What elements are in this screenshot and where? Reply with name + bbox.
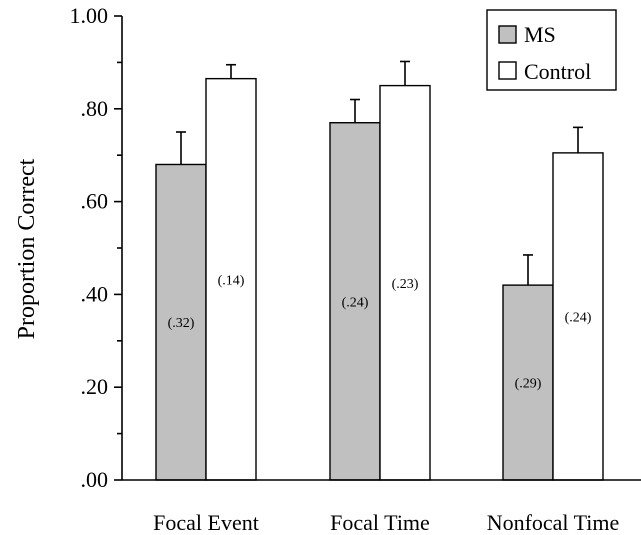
sd-label-control-focal-event: (.14) xyxy=(218,273,245,288)
legend-label-ms: MS xyxy=(524,22,556,47)
bar-ms-focal-time xyxy=(329,122,381,481)
bars: (.32) (.14) (.24) (.23) (.29) (.24) xyxy=(155,60,604,481)
y-tick-label: .60 xyxy=(81,189,109,214)
legend-label-control: Control xyxy=(524,59,591,84)
category-label-focal-time: Focal Time xyxy=(330,510,430,535)
legend-swatch-ms xyxy=(498,25,517,44)
sd-label-ms-focal-time: (.24) xyxy=(342,295,369,310)
y-tick-label: .40 xyxy=(81,281,109,306)
bar-ms-nonfocal-time xyxy=(502,284,554,481)
y-ticks: .00 .20 .40 .60 .80 1.00 xyxy=(70,3,122,492)
sd-label-control-nonfocal-time: (.24) xyxy=(565,310,592,325)
y-tick-label: .80 xyxy=(81,96,109,121)
y-axis-label: Proportion Correct xyxy=(14,158,40,339)
sd-label-ms-nonfocal-time: (.29) xyxy=(515,377,542,392)
sd-label-control-focal-time: (.23) xyxy=(392,277,419,292)
y-tick-label: 1.00 xyxy=(70,3,109,28)
sd-label-ms-focal-event: (.32) xyxy=(168,316,195,331)
bar-control-focal-time xyxy=(379,84,431,481)
category-label-focal-event: Focal Event xyxy=(153,510,259,535)
category-label-nonfocal-time: Nonfocal Time xyxy=(487,510,620,535)
legend: MS Control xyxy=(486,9,617,91)
y-tick-label: .20 xyxy=(81,374,109,399)
y-tick-label: .00 xyxy=(81,467,109,492)
category-labels: Focal Event Focal Time Nonfocal Time xyxy=(153,510,619,535)
bar-ms-focal-event xyxy=(155,163,207,481)
legend-swatch-control xyxy=(498,61,517,80)
